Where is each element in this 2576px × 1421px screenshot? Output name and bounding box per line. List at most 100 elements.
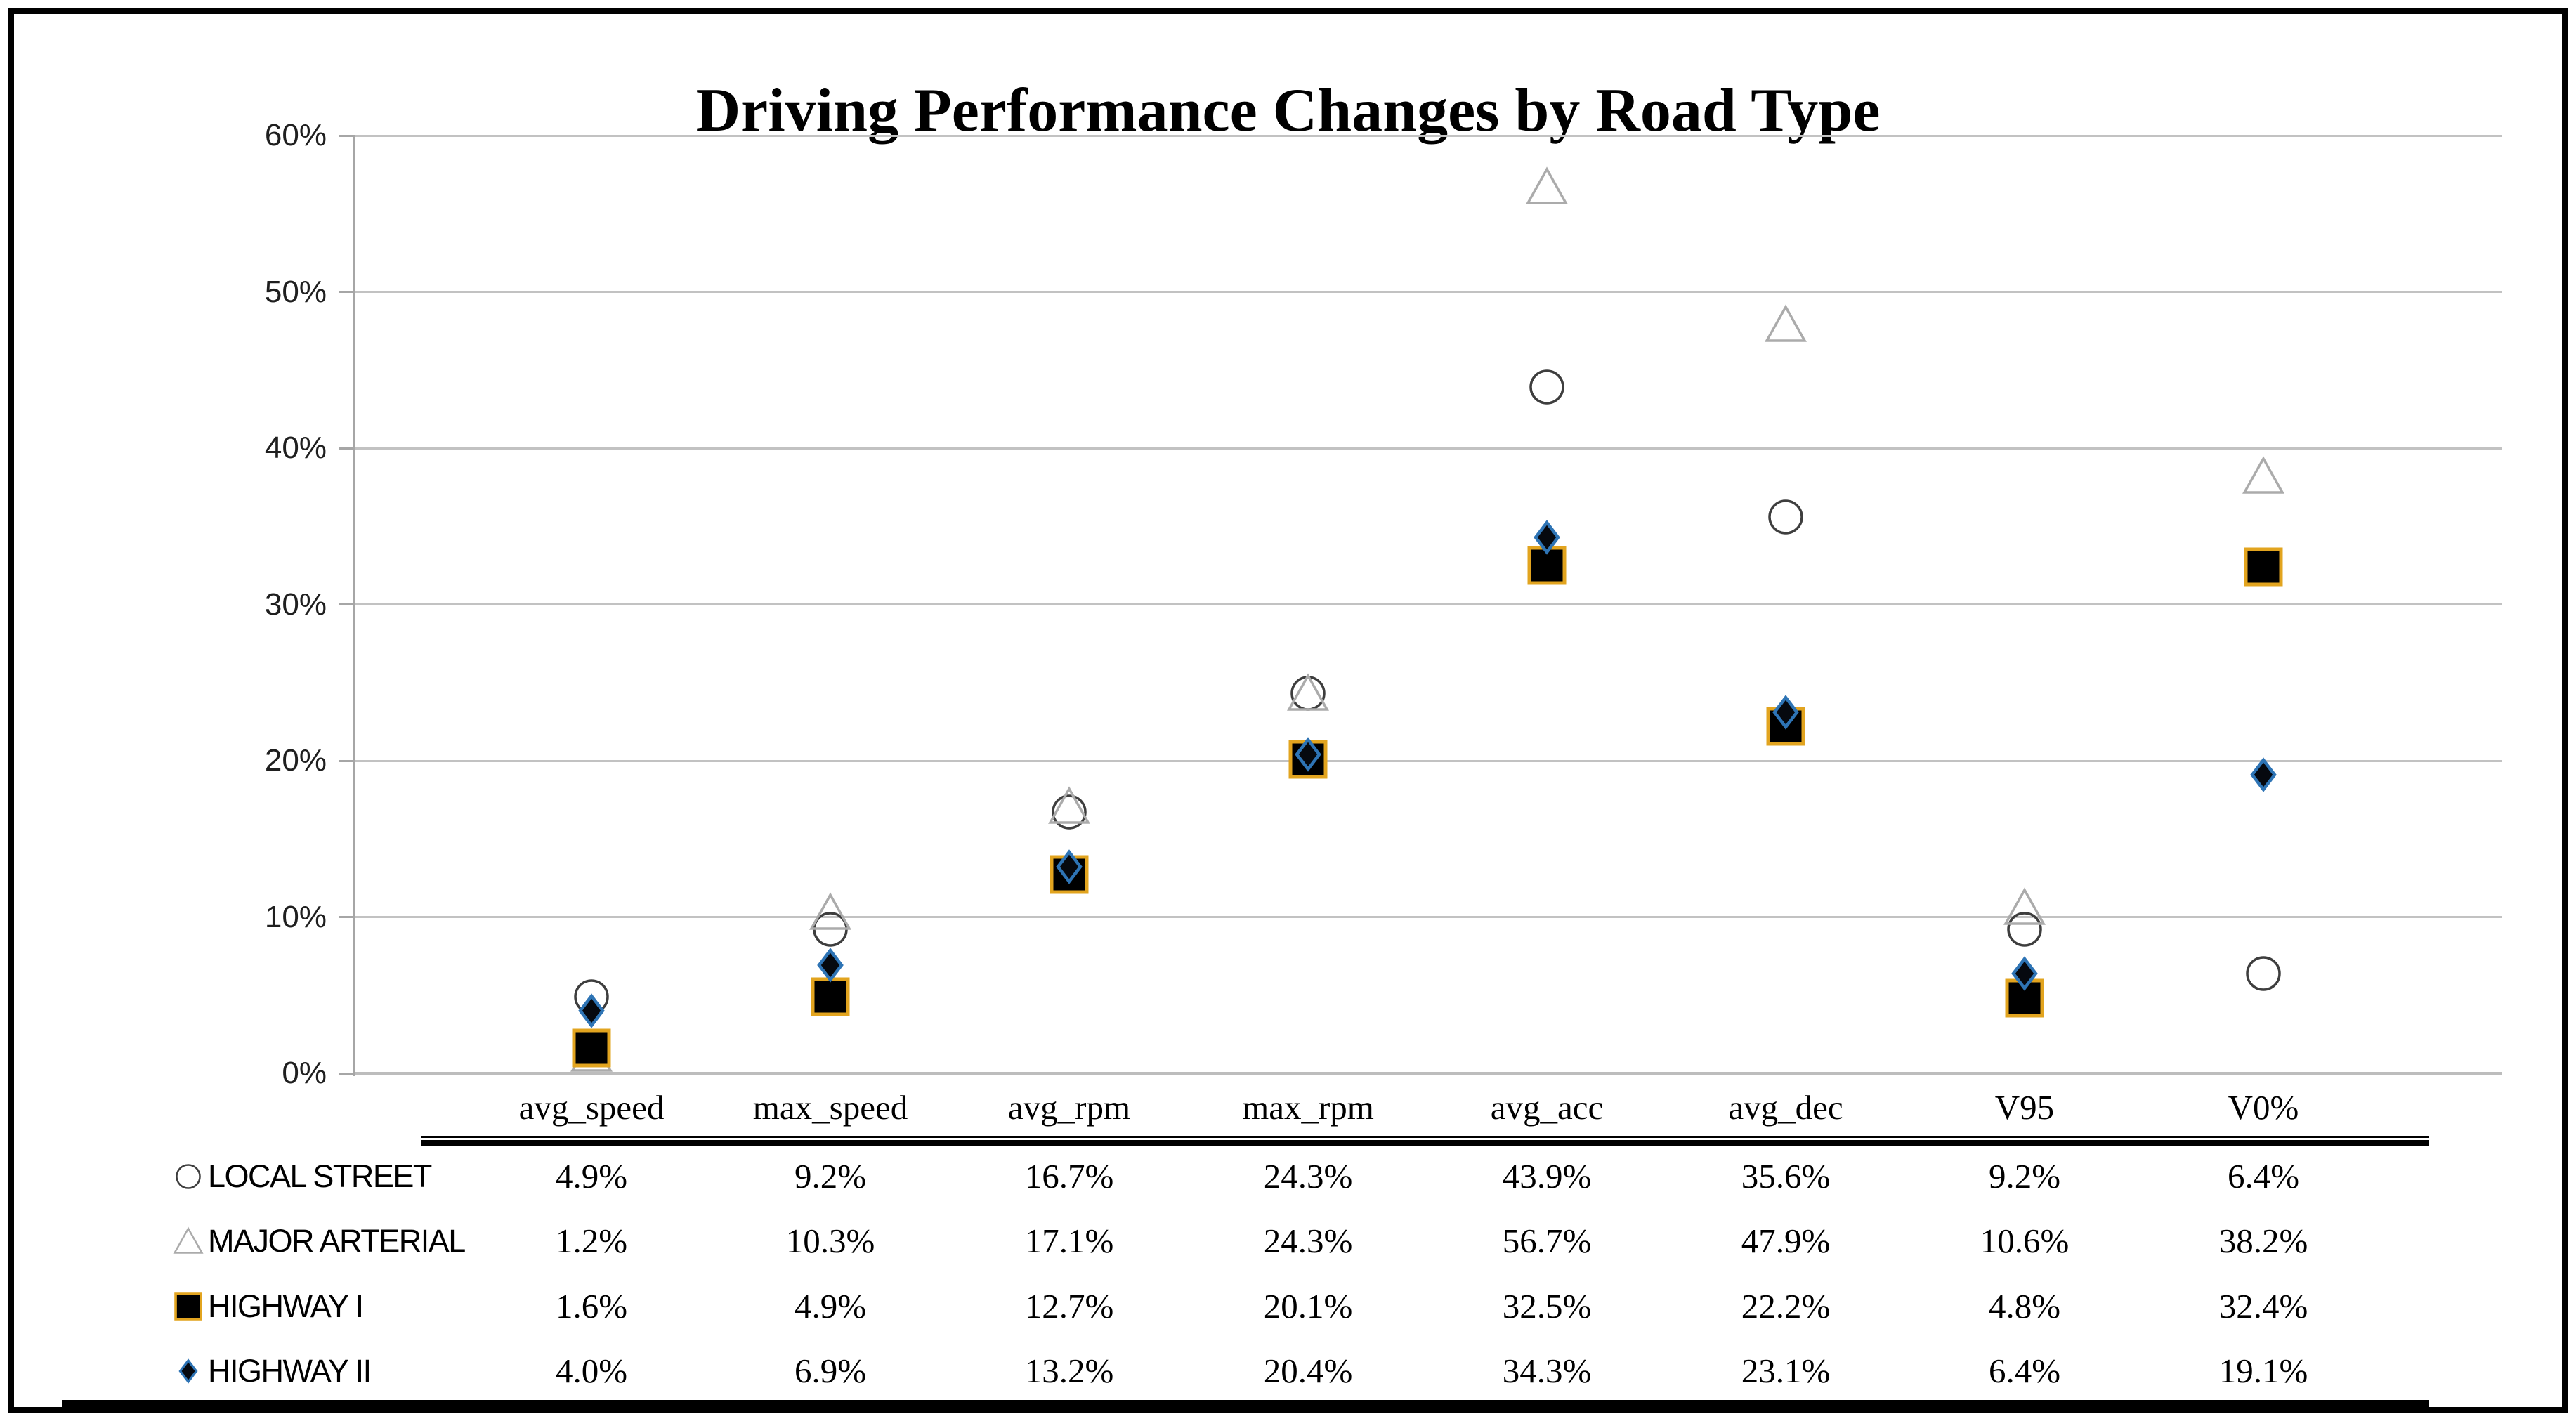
gridline-10% — [355, 916, 2502, 918]
triangle-marker-shape — [1048, 785, 1090, 824]
column-header-avg_dec: avg_dec — [1728, 1088, 1843, 1127]
circle-marker-shape — [1529, 369, 1564, 405]
marker-highway-ii-max_speed — [817, 948, 844, 983]
legend-label-highway-i: HIGHWAY I — [208, 1288, 364, 1324]
table-cell-highway-ii-max_rpm: 20.4% — [1263, 1351, 1353, 1390]
chart-title: Driving Performance Changes by Road Type — [695, 76, 1881, 145]
table-cell-major-arterial-max_speed: 10.3% — [785, 1222, 875, 1260]
diamond-marker-shape — [2011, 955, 2038, 991]
square-marker-shape — [2244, 547, 2283, 587]
gridline-20% — [355, 759, 2502, 762]
marker-major-arterial-max_rpm — [1287, 673, 1329, 712]
legend-label-major-arterial: MAJOR ARTERIAL — [208, 1223, 466, 1259]
marker-local-street-V0% — [2246, 955, 2281, 991]
table-cell-highway-i-max_rpm: 20.1% — [1263, 1287, 1353, 1325]
table-header-rule-thick — [421, 1140, 2429, 1146]
column-header-avg_acc: avg_acc — [1490, 1088, 1604, 1127]
marker-major-arterial-max_speed — [809, 892, 851, 930]
table-cell-highway-ii-avg_acc: 34.3% — [1502, 1351, 1592, 1390]
y-axis-tick-50% — [339, 291, 355, 293]
table-cell-highway-i-V0%: 32.4% — [2218, 1287, 2308, 1325]
diamond-marker-shape — [178, 1358, 198, 1384]
marker-highway-ii-V0% — [2250, 757, 2277, 792]
marker-highway-ii-avg_speed — [578, 993, 605, 1028]
circle-marker-shape — [176, 1164, 201, 1189]
diamond-marker-shape — [817, 948, 844, 983]
gridline-50% — [355, 291, 2502, 293]
table-cell-major-arterial-max_rpm: 24.3% — [1263, 1222, 1353, 1260]
table-cell-local-street-avg_speed: 4.9% — [555, 1157, 628, 1196]
circle-marker-shape — [2246, 955, 2281, 991]
table-cell-local-street-avg_dec: 35.6% — [1741, 1157, 1831, 1196]
triangle-marker-shape — [2242, 456, 2284, 494]
column-header-V95: V95 — [1994, 1088, 2055, 1127]
square-marker-shape — [174, 1292, 202, 1321]
marker-highway-ii-V95 — [2011, 955, 2038, 991]
triangle-marker-shape — [1287, 673, 1329, 712]
triangle-marker-shape — [809, 892, 851, 930]
marker-highway-ii-max_rpm — [1295, 737, 1321, 772]
diamond-marker-shape — [1772, 695, 1799, 730]
table-cell-major-arterial-V95: 10.6% — [1980, 1222, 2070, 1260]
table-cell-highway-i-avg_acc: 32.5% — [1502, 1287, 1592, 1325]
marker-highway-ii-avg_acc — [1534, 520, 1560, 555]
table-cell-highway-ii-avg_speed: 4.0% — [555, 1351, 628, 1390]
gridline-60% — [355, 134, 2502, 137]
marker-highway-ii-avg_rpm — [1056, 849, 1083, 885]
marker-local-street-V95 — [2007, 912, 2042, 948]
table-cell-local-street-max_speed: 9.2% — [794, 1157, 867, 1196]
circle-marker-shape — [1052, 794, 1087, 830]
y-tick-label-30%: 30% — [264, 587, 327, 622]
triangle-marker-shape — [1765, 304, 1807, 342]
y-axis-tick-0% — [339, 1072, 355, 1075]
y-axis-line — [353, 136, 355, 1076]
table-cell-local-street-max_rpm: 24.3% — [1263, 1157, 1353, 1196]
legend-label-highway-ii: HIGHWAY II — [208, 1353, 372, 1389]
table-cell-highway-ii-V95: 6.4% — [1988, 1351, 2061, 1390]
marker-major-arterial-avg_acc — [1526, 166, 1568, 205]
marker-highway-i-V0% — [2244, 547, 2283, 587]
marker-major-arterial-V0% — [2242, 456, 2284, 494]
table-cell-local-street-avg_rpm: 16.7% — [1024, 1157, 1114, 1196]
y-axis-tick-10% — [339, 916, 355, 918]
diamond-marker-shape — [1295, 737, 1321, 772]
y-tick-label-40%: 40% — [264, 431, 327, 465]
y-axis-tick-60% — [339, 134, 355, 137]
marker-highway-ii-avg_dec — [1772, 695, 1799, 730]
diamond-marker-shape — [1534, 520, 1560, 555]
table-cell-highway-i-avg_speed: 1.6% — [555, 1287, 628, 1325]
table-cell-major-arterial-avg_rpm: 17.1% — [1024, 1222, 1114, 1260]
diamond-marker-shape — [1056, 849, 1083, 885]
marker-highway-i-avg_speed — [572, 1028, 611, 1068]
table-cell-highway-i-V95: 4.8% — [1988, 1287, 2061, 1325]
marker-local-street-avg_acc — [1529, 369, 1564, 405]
y-axis-tick-20% — [339, 759, 355, 762]
marker-local-street-avg_rpm — [1052, 794, 1087, 830]
table-cell-local-street-V95: 9.2% — [1988, 1157, 2061, 1196]
table-cell-highway-i-max_speed: 4.9% — [794, 1287, 867, 1325]
diamond-marker-shape — [578, 993, 605, 1028]
table-cell-major-arterial-avg_acc: 56.7% — [1502, 1222, 1592, 1260]
y-tick-label-0%: 0% — [282, 1056, 327, 1090]
table-cell-highway-ii-avg_rpm: 13.2% — [1024, 1351, 1114, 1390]
circle-marker-shape — [1768, 499, 1803, 535]
y-tick-label-10%: 10% — [264, 899, 327, 934]
triangle-marker-shape — [2003, 887, 2046, 925]
table-cell-local-street-avg_acc: 43.9% — [1502, 1157, 1592, 1196]
table-cell-highway-ii-V0%: 19.1% — [2218, 1351, 2308, 1390]
table-cell-major-arterial-avg_dec: 47.9% — [1741, 1222, 1831, 1260]
legend-marker-diamond — [178, 1358, 198, 1384]
table-cell-highway-ii-avg_dec: 23.1% — [1741, 1351, 1831, 1390]
y-tick-label-20%: 20% — [264, 743, 327, 778]
column-header-avg_rpm: avg_rpm — [1007, 1088, 1131, 1127]
table-bottom-rule — [62, 1400, 2429, 1407]
table-cell-major-arterial-V0%: 38.2% — [2218, 1222, 2308, 1260]
gridline-0% — [355, 1072, 2502, 1075]
marker-major-arterial-avg_rpm — [1048, 785, 1090, 824]
column-header-avg_speed: avg_speed — [518, 1088, 665, 1127]
legend-marker-triangle — [173, 1226, 204, 1254]
circle-marker-shape — [2007, 912, 2042, 948]
marker-major-arterial-avg_dec — [1765, 304, 1807, 342]
table-cell-highway-i-avg_dec: 22.2% — [1741, 1287, 1831, 1325]
